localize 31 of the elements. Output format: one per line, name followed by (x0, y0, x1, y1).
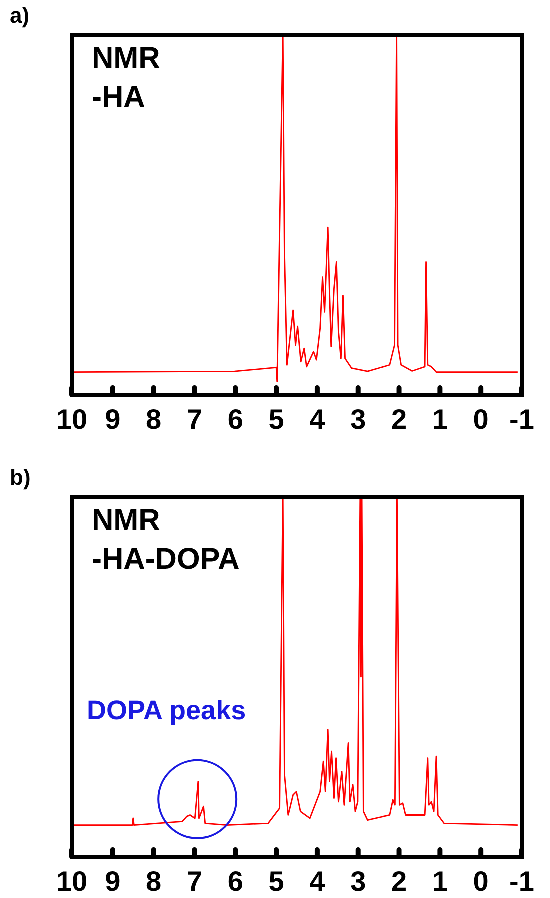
x-tick-label: 8 (146, 866, 162, 897)
x-tick-label: -1 (510, 866, 534, 897)
x-tick-label: 2 (391, 866, 408, 897)
x-tick-label: 9 (105, 404, 121, 435)
annotation: NMR (92, 42, 161, 75)
x-tick-label: 4 (310, 404, 326, 435)
annotation: NMR (92, 504, 161, 537)
x-tick-label: 10 (56, 404, 88, 435)
x-tick-label: 6 (228, 866, 244, 897)
x-tick-label: 10 (56, 866, 88, 897)
x-tick-label: 3 (350, 866, 366, 897)
annotation: DOPA peaks (87, 695, 246, 726)
x-tick-label: 5 (268, 866, 284, 897)
x-tick-label: 3 (350, 404, 366, 435)
x-tick-label: 0 (473, 404, 489, 435)
x-tick-label: 5 (268, 404, 284, 435)
x-tick-label: 4 (310, 866, 326, 897)
chart-title: b) (10, 465, 31, 490)
x-tick-label: 7 (186, 866, 203, 897)
x-tick-label: 9 (105, 866, 121, 897)
x-tick-label: 8 (146, 404, 162, 435)
x-tick-label: 0 (473, 866, 489, 897)
x-tick-label: 1 (432, 866, 448, 897)
x-tick-label: -1 (510, 404, 534, 435)
x-tick-label: 6 (228, 404, 244, 435)
chart-title: a) (10, 3, 30, 28)
x-tick-label: 1 (432, 404, 448, 435)
annotation: -HA (92, 81, 146, 114)
x-tick-label: 2 (391, 404, 408, 435)
x-tick-label: 7 (186, 404, 203, 435)
annotation: -HA-DOPA (92, 543, 240, 576)
